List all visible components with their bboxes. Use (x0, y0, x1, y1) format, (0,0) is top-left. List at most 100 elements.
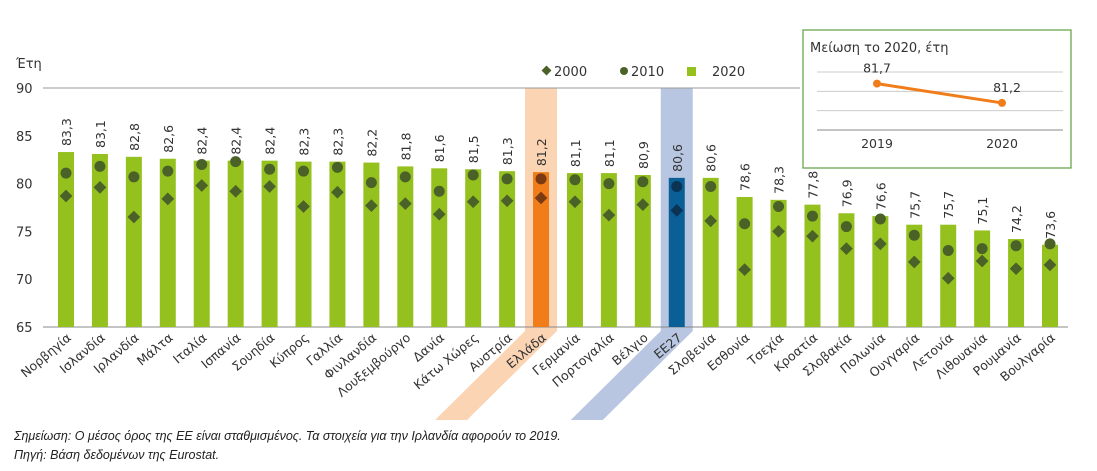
bar-value-label: 77,8 (805, 171, 820, 199)
inset-x-label: 2020 (986, 136, 1018, 151)
category-label: Μάλτα (134, 330, 176, 369)
marker-2010 (331, 161, 343, 173)
inset-panel (802, 29, 1072, 169)
bar-value-label: 76,6 (873, 182, 888, 210)
bar-value-label: 82,3 (297, 128, 312, 156)
bar-2020 (397, 166, 414, 327)
bar-value-label: 82,6 (161, 125, 176, 153)
bar-value-label: 81,5 (466, 135, 481, 163)
category-label: Κύπρος (267, 330, 312, 371)
marker-2000 (93, 181, 107, 194)
marker-2010 (603, 178, 615, 190)
marker-2000 (432, 207, 446, 221)
marker-2010 (976, 243, 988, 255)
marker-2010 (874, 213, 886, 225)
bar-2020 (1042, 244, 1058, 327)
marker-2000 (297, 200, 310, 213)
marker-2010 (162, 165, 174, 177)
marker-2010 (365, 177, 377, 189)
legend-circle-icon (620, 67, 628, 75)
bar-value-label: 82,2 (364, 129, 379, 157)
marker-2010 (840, 221, 852, 233)
inset-line (876, 82, 1003, 105)
bar-value-label: 81,8 (398, 133, 413, 161)
bar-2020 (159, 158, 176, 327)
marker-2010 (942, 245, 954, 257)
bar-value-label: 74,2 (1009, 205, 1024, 233)
marker-2010 (773, 201, 785, 213)
bar-value-label: 78,6 (738, 163, 753, 191)
bar-value-label: 83,3 (59, 118, 74, 146)
marker-2010 (128, 171, 140, 183)
bar-value-label: 83,1 (93, 120, 108, 148)
marker-2010 (535, 173, 547, 185)
marker-2000 (229, 184, 243, 198)
legend-2020: 2020 (712, 65, 745, 80)
bar-value-label: 75,7 (907, 191, 922, 219)
marker-2000 (263, 180, 276, 193)
bar-2020 (974, 230, 991, 327)
marker-2010 (467, 169, 479, 181)
bar-value-label: 81,2 (534, 138, 549, 166)
bar-value-label: 82,3 (330, 128, 345, 156)
bar-value-label: 82,4 (263, 127, 278, 155)
bar-2020 (702, 177, 719, 327)
bar-2020 (566, 173, 583, 327)
bar-value-label: 81,1 (568, 139, 583, 167)
marker-2010 (637, 176, 649, 188)
marker-2010 (569, 174, 581, 186)
legend-diamond-icon (541, 65, 552, 76)
bar-2020 (668, 177, 685, 327)
marker-2010 (264, 163, 276, 175)
bar-2020 (533, 172, 550, 327)
marker-2010 (1044, 238, 1056, 250)
bar-2020 (906, 224, 923, 327)
inset-point (873, 79, 881, 88)
marker-2010 (739, 218, 751, 230)
bar-value-label: 82,4 (229, 127, 244, 155)
bar-2020 (634, 174, 651, 327)
y-axis-label: Έτη (15, 57, 42, 72)
marker-2010 (433, 185, 445, 197)
bar-value-label: 75,1 (975, 197, 990, 225)
bar-value-label: 73,6 (1043, 211, 1058, 239)
marker-2010 (298, 165, 310, 177)
inset-value-label: 81,7 (863, 61, 891, 76)
source-note: Πηγή: Βάση δεδομένων της Eurostat. (14, 448, 220, 462)
inset-title: Μείωση το 2020, έτη (810, 41, 949, 56)
inset-x-label: 2019 (861, 136, 893, 151)
marker-2000 (331, 185, 344, 199)
legend-2000: 2000 (554, 65, 587, 80)
bar-2020 (736, 196, 753, 327)
marker-2010 (806, 210, 818, 222)
bar-value-label: 80,9 (636, 141, 651, 169)
bar-value-label: 76,9 (839, 179, 854, 207)
bar-2020 (600, 173, 617, 327)
y-tick-label: 70 (16, 273, 33, 288)
bar-2020 (1008, 239, 1025, 327)
bar-2020 (465, 169, 482, 327)
bar-2020 (227, 160, 244, 327)
bar-2020 (804, 204, 821, 327)
y-tick-label: 90 (16, 82, 33, 97)
marker-2000 (466, 195, 480, 209)
legend-square-icon (687, 67, 696, 76)
marker-2010 (60, 167, 72, 179)
marker-2000 (161, 192, 175, 206)
bar-2020 (329, 161, 346, 327)
marker-2000 (59, 189, 73, 203)
inset-point (998, 98, 1006, 107)
bar-2020 (770, 199, 787, 327)
bar-2020 (91, 153, 108, 327)
bar-value-label: 82,4 (195, 127, 210, 155)
bar-value-label: 81,3 (500, 137, 515, 165)
bar-2020 (193, 160, 210, 327)
bar-value-label: 80,6 (670, 144, 685, 172)
greece-highlight-band (435, 88, 558, 420)
marker-2010 (196, 158, 208, 170)
marker-2010 (671, 180, 683, 192)
bar-value-label: 80,6 (704, 144, 719, 172)
marker-2000 (127, 210, 141, 224)
inset-value-label: 81,2 (993, 80, 1021, 95)
